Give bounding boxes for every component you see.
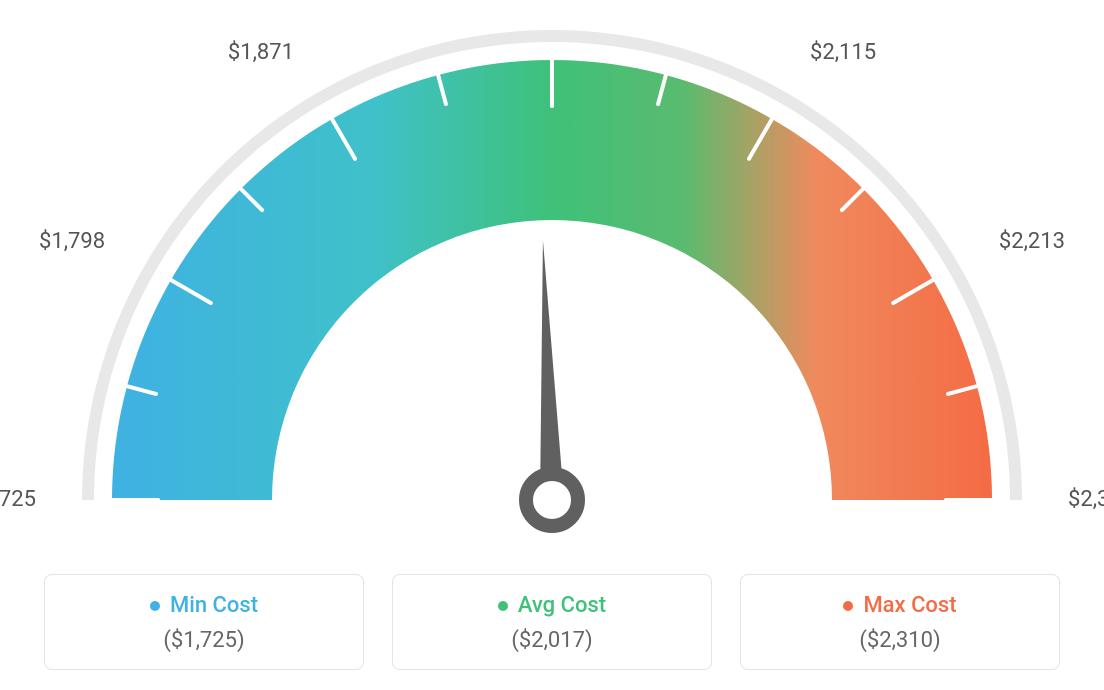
legend-title-avg: Avg Cost (393, 593, 711, 618)
legend-card-max: Max Cost ($2,310) (740, 574, 1060, 670)
gauge-svg (0, 0, 1104, 560)
legend-card-avg: Avg Cost ($2,017) (392, 574, 712, 670)
legend-value-min: ($1,725) (45, 628, 363, 653)
gauge-area: $1,725$1,798$1,871$2,017$2,115$2,213$2,3… (0, 0, 1104, 560)
legend-dot-avg (498, 601, 508, 611)
legend-value-max: ($2,310) (741, 628, 1059, 653)
gauge-tick-label: $1,798 (39, 229, 105, 254)
gauge-tick-label: $1,871 (228, 40, 294, 65)
legend-dot-min (150, 601, 160, 611)
legend-row: Min Cost ($1,725) Avg Cost ($2,017) Max … (0, 574, 1104, 670)
legend-title-min: Min Cost (45, 593, 363, 618)
gauge-tick-label: $2,213 (999, 229, 1065, 254)
gauge-tick-label: $2,115 (810, 40, 876, 65)
legend-value-avg: ($2,017) (393, 628, 711, 653)
gauge-tick-label: $1,725 (0, 487, 36, 512)
cost-gauge-chart: $1,725$1,798$1,871$2,017$2,115$2,213$2,3… (0, 0, 1104, 690)
legend-title-text-max: Max Cost (863, 593, 956, 618)
legend-card-min: Min Cost ($1,725) (44, 574, 364, 670)
legend-dot-max (843, 601, 853, 611)
legend-title-text-min: Min Cost (170, 593, 258, 618)
legend-title-max: Max Cost (741, 593, 1059, 618)
gauge-tick-label: $2,310 (1068, 487, 1104, 512)
legend-title-text-avg: Avg Cost (518, 593, 606, 618)
